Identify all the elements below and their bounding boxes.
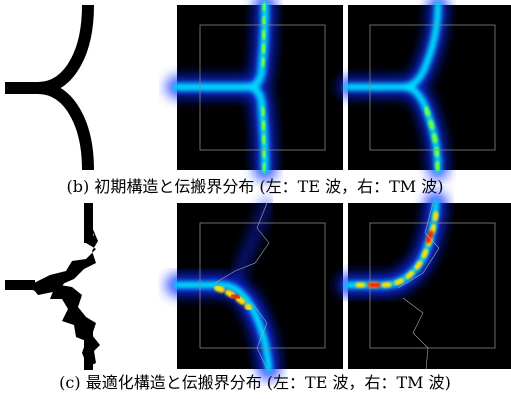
figure: (b) 初期構造と伝搬界分布 (左：TE 波，右：TM 波) (c) — [0, 0, 511, 399]
field-tm-initial — [348, 5, 511, 170]
caption: (b) 初期構造と伝搬界分布 (左：TE 波，右：TM 波) — [67, 177, 444, 196]
field-tm-optimized — [348, 203, 511, 369]
page: {"figures": [ {"caption": "(b) 初期構造と伝搬界分… — [0, 0, 511, 399]
field-te-optimized — [177, 203, 343, 369]
optimized-structure — [5, 203, 100, 370]
initial-structure — [5, 5, 88, 170]
caption: (c) 最適化構造と伝搬界分布 (左：TE 波，右：TM 波) — [59, 373, 451, 392]
field-te-initial — [177, 5, 343, 170]
